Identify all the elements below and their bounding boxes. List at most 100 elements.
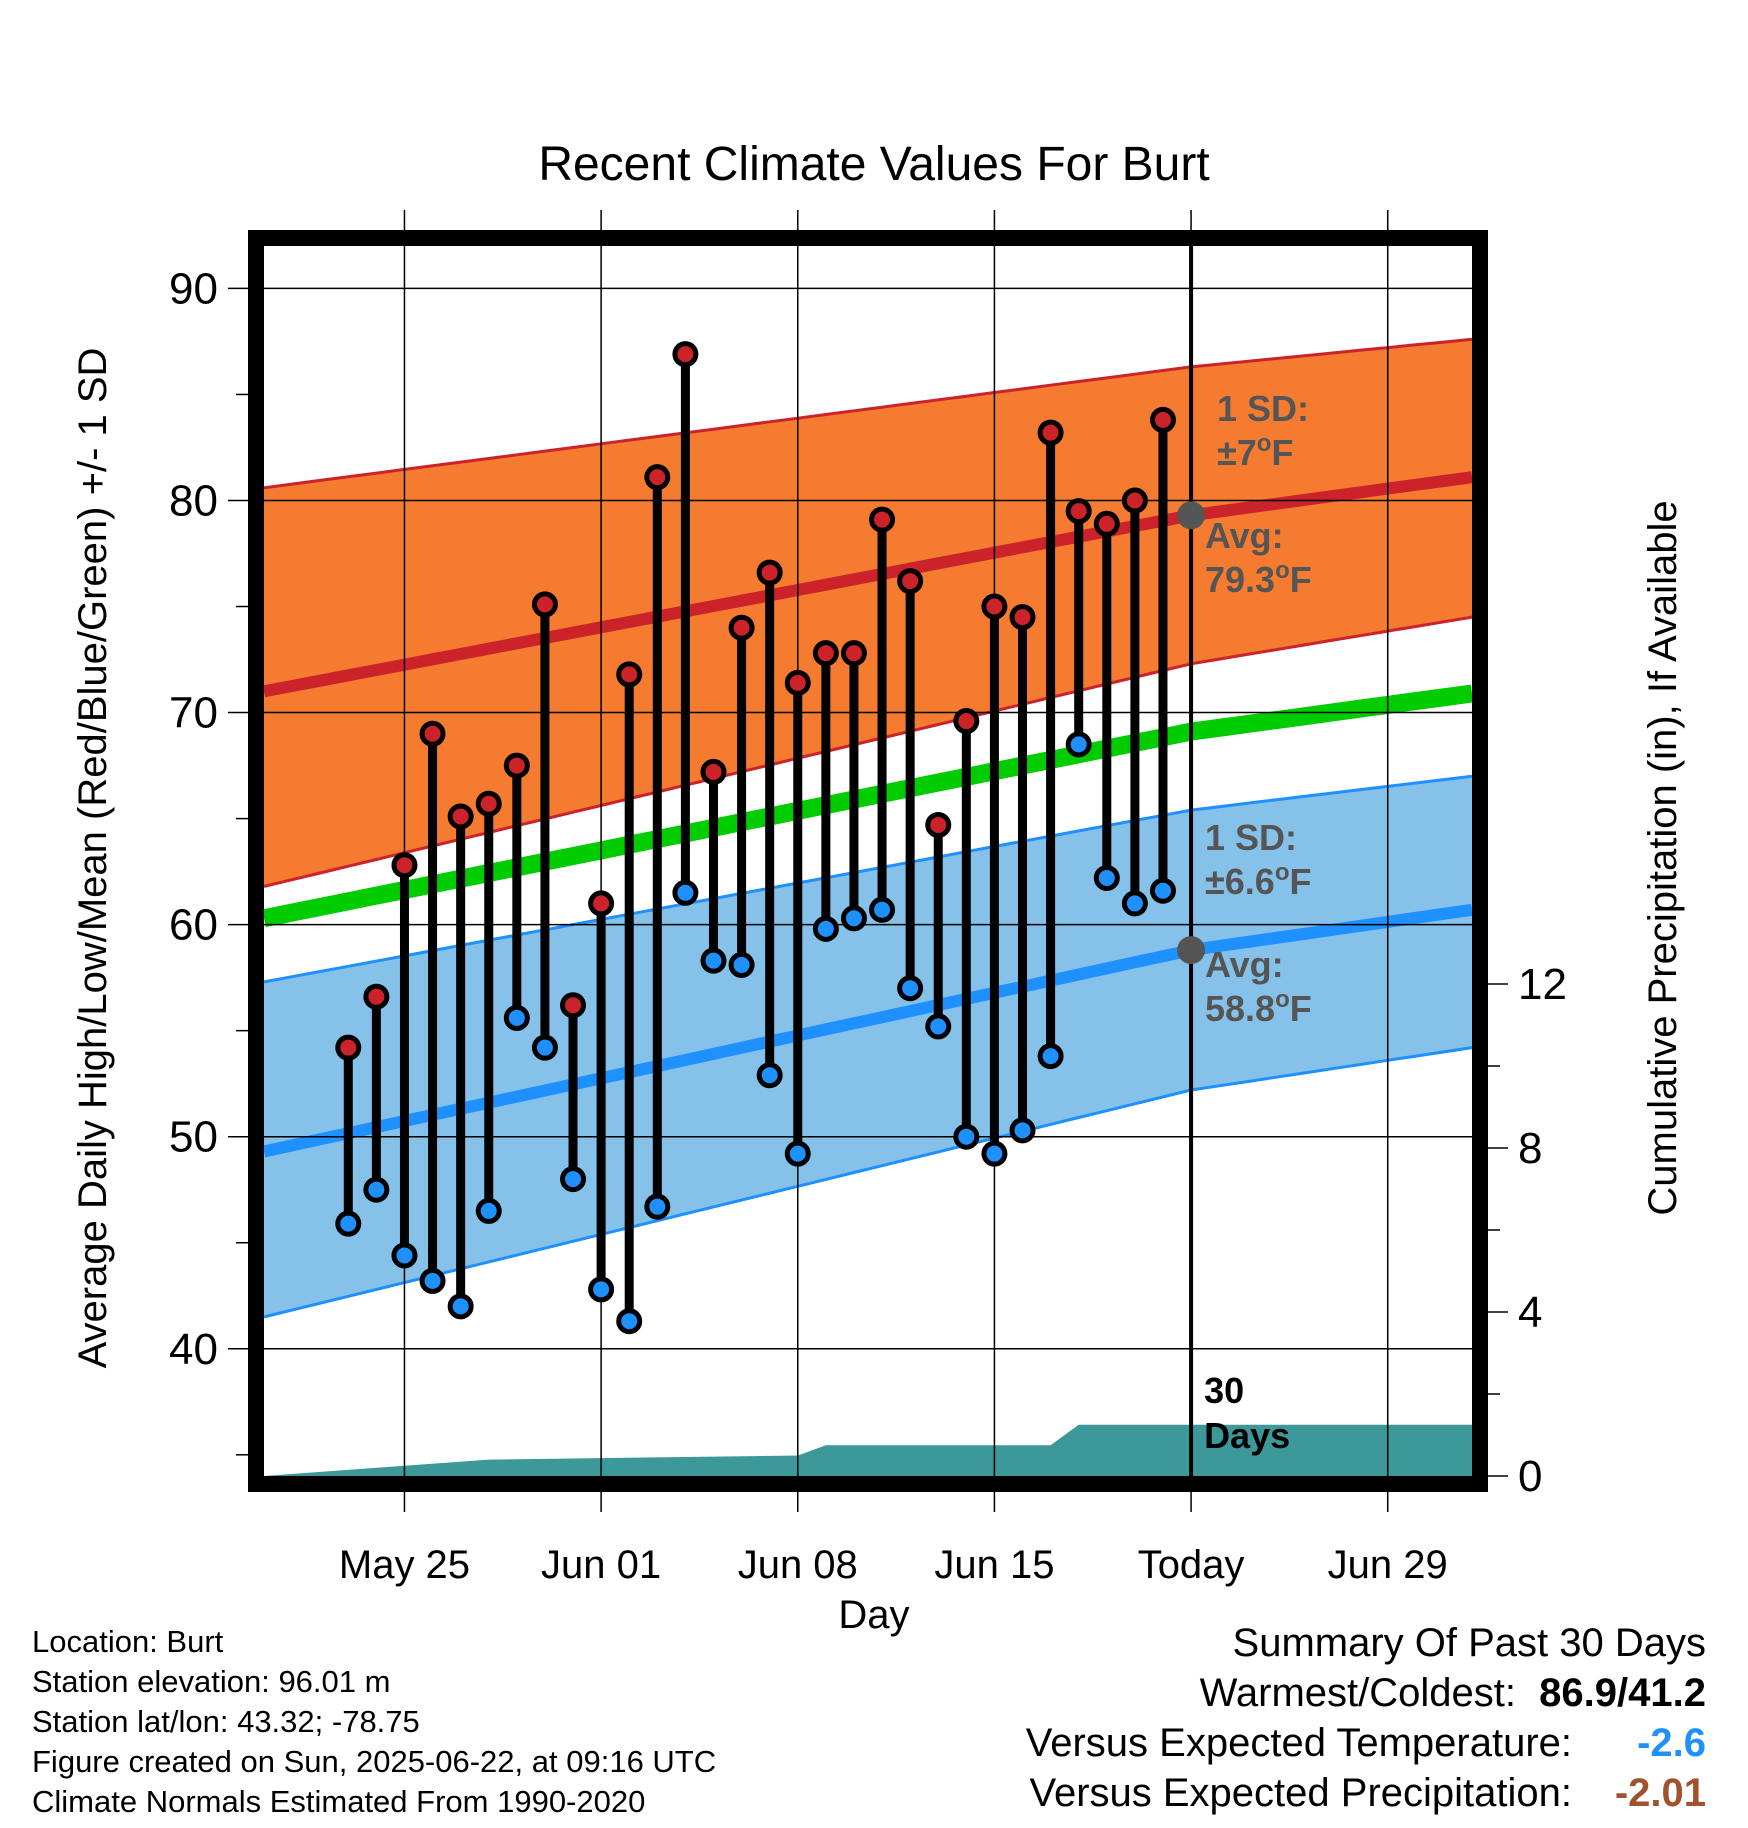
high-sd-annotation-line-2: ±7oF <box>1217 430 1293 473</box>
low-sd-annotation-line-1: 1 SD: <box>1205 817 1297 858</box>
y-left-tick-label: 60 <box>169 901 218 950</box>
summary-panel: Summary Of Past 30 Days Warmest/Coldest:… <box>1026 1618 1706 1818</box>
axes: 40 50 60 70 80 90 0 4 8 12 May 25 Jun 01 Jun 08 Jun 1… <box>169 210 1567 1587</box>
low-temp-point <box>1065 731 1092 758</box>
high-avg-annotation-line-2: 79.3oF <box>1205 557 1312 600</box>
high-average-line <box>262 471 1473 698</box>
high-temp-point <box>531 591 558 618</box>
today-label-line-1: 30 <box>1204 1370 1244 1411</box>
vs-precip-label: Versus Expected Precipitation: <box>1029 1771 1572 1815</box>
x-tick-label: Jun 01 <box>541 1543 661 1587</box>
vs-temp-value: -2.6 <box>1637 1721 1706 1765</box>
low-temp-point <box>812 915 839 942</box>
today-high-average-marker <box>1177 501 1206 530</box>
y-right-tick-label: 4 <box>1518 1288 1542 1337</box>
low-temp-point <box>981 1140 1008 1167</box>
low-temp-point <box>672 879 699 906</box>
high-temp-point <box>588 890 615 917</box>
y-axis-left-label: Average Daily High/Low/Mean (Red/Blue/Gr… <box>71 348 115 1369</box>
high-temp-point <box>953 708 980 735</box>
precipitation-area-shape <box>264 1424 1472 1476</box>
x-tick-label: Jun 29 <box>1328 1543 1448 1587</box>
high-temp-point <box>1121 487 1148 514</box>
high-sd-band <box>264 339 1472 887</box>
y-right-tick-label: 8 <box>1518 1124 1542 1173</box>
y-axis-right-label: Cumulative Precipitation (in), If Availa… <box>1641 500 1685 1215</box>
high-temp-point <box>840 640 867 667</box>
low-temp-point <box>363 1176 390 1203</box>
high-temp-point <box>756 559 783 586</box>
low-temp-point <box>897 975 924 1002</box>
high-temp-point <box>869 506 896 533</box>
high-temp-point <box>1037 419 1064 446</box>
plot-frame <box>248 230 1488 1492</box>
grid-lines <box>264 246 1472 1476</box>
low-temp-point <box>869 896 896 923</box>
low-average-line <box>262 903 1473 1158</box>
high-temp-point <box>897 568 924 595</box>
x-tick-label: Jun 15 <box>934 1543 1054 1587</box>
low-temp-point <box>560 1166 587 1193</box>
high-sd-upper-line <box>263 337 1473 490</box>
high-temp-point <box>475 790 502 817</box>
low-avg-annotation-line-1: Avg: <box>1205 944 1284 985</box>
low-temp-point <box>1037 1043 1064 1070</box>
low-temp-point <box>475 1197 502 1224</box>
normals-text: Climate Normals Estimated From 1990-2020 <box>32 1784 646 1819</box>
x-tick-label: May 25 <box>339 1543 470 1587</box>
today-label-line-2: Days <box>1204 1415 1290 1456</box>
high-temp-point <box>447 803 474 830</box>
high-temp-point <box>503 752 530 779</box>
x-tick-label: Today <box>1138 1543 1245 1587</box>
x-tick-label: Jun 08 <box>738 1543 858 1587</box>
low-temp-point <box>391 1242 418 1269</box>
high-sd-lower-line <box>263 615 1473 888</box>
latlon-text: Station lat/lon: 43.32; -78.75 <box>32 1704 420 1739</box>
low-temp-point <box>531 1034 558 1061</box>
elevation-text: Station elevation: 96.01 m <box>32 1664 391 1699</box>
high-temp-point <box>981 593 1008 620</box>
y-right-tick-label: 0 <box>1518 1452 1542 1501</box>
summary-title: Summary Of Past 30 Days <box>1232 1621 1706 1665</box>
warmest-coldest-value: 86.9/41.2 <box>1539 1671 1706 1715</box>
low-temp-point <box>1149 877 1176 904</box>
high-temp-point <box>925 811 952 838</box>
high-temp-point <box>616 661 643 688</box>
low-temp-point <box>616 1308 643 1335</box>
low-temp-point <box>335 1210 362 1237</box>
low-temp-point <box>419 1267 446 1294</box>
high-temp-point <box>391 852 418 879</box>
low-temp-point <box>784 1140 811 1167</box>
chart-title: Recent Climate Values For Burt <box>538 138 1209 191</box>
low-temp-point <box>588 1276 615 1303</box>
daily-range-sticks <box>335 341 1176 1335</box>
warmest-coldest-label: Warmest/Coldest: <box>1199 1671 1516 1715</box>
high-temp-point <box>784 669 811 696</box>
location-text: Location: Burt <box>32 1624 224 1659</box>
mean-average-line <box>262 684 1474 928</box>
low-temp-point <box>840 905 867 932</box>
y-right-tick-label: 12 <box>1518 960 1567 1009</box>
high-temp-point <box>335 1034 362 1061</box>
vs-temp-label: Versus Expected Temperature: <box>1025 1721 1572 1765</box>
low-temp-point <box>1009 1117 1036 1144</box>
y-left-tick-label: 80 <box>169 476 218 525</box>
y-left-tick-label: 50 <box>169 1113 218 1162</box>
low-temp-point <box>503 1004 530 1031</box>
y-left-tick-label: 70 <box>169 689 218 738</box>
x-axis-label: Day <box>838 1593 909 1637</box>
high-temp-point <box>1009 604 1036 631</box>
low-sd-annotation-line-2: ±6.6oF <box>1205 859 1311 902</box>
high-sd-annotation-line-1: 1 SD: <box>1217 388 1309 429</box>
low-avg-annotation-line-2: 58.8oF <box>1205 986 1312 1029</box>
low-temp-point <box>1121 890 1148 917</box>
low-temp-point <box>925 1013 952 1040</box>
high-temp-point <box>812 640 839 667</box>
high-temp-point <box>419 720 446 747</box>
plot-border <box>248 230 1488 1492</box>
high-avg-annotation-line-1: Avg: <box>1205 515 1284 556</box>
low-temp-point <box>953 1123 980 1150</box>
